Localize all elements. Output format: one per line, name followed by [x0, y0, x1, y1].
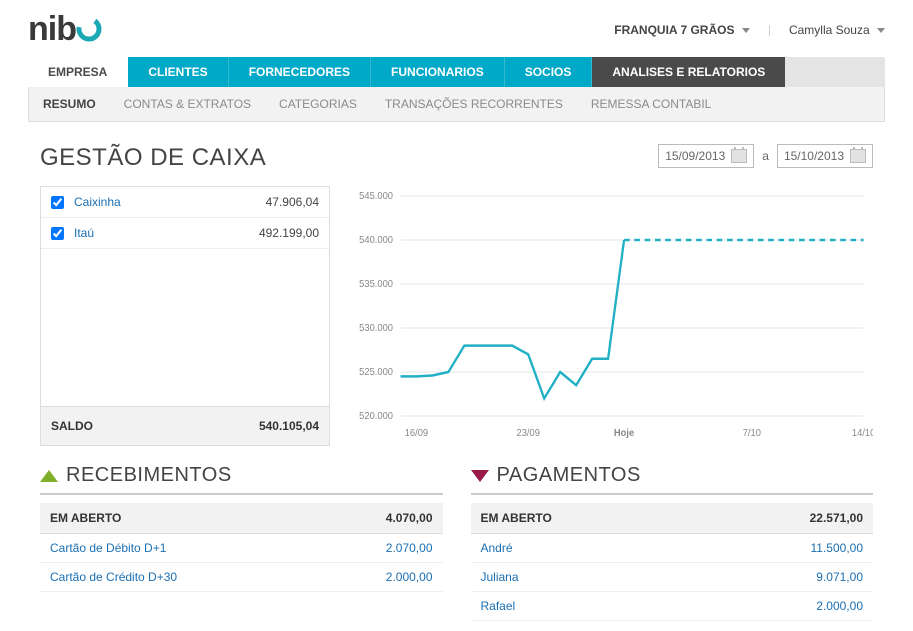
page-title: GESTÃO DE CAIXA: [40, 144, 266, 172]
row-value: 11.500,00: [694, 534, 873, 563]
brand-text: nib: [28, 10, 76, 49]
brand-logo-icon: [76, 10, 104, 49]
date-separator: a: [762, 149, 769, 163]
svg-text:545.000: 545.000: [359, 191, 393, 202]
subtab-contas-extratos[interactable]: CONTAS & EXTRATOS: [124, 97, 251, 111]
arrow-down-icon: [471, 470, 489, 482]
saldo-value: 540.105,04: [259, 419, 319, 433]
tab-empresa[interactable]: EMPRESA: [28, 57, 128, 87]
date-to-value: 15/10/2013: [784, 149, 844, 163]
subtab-remessa-contabil[interactable]: REMESSA CONTABIL: [591, 97, 711, 111]
account-checkbox[interactable]: [51, 227, 64, 240]
svg-text:540.000: 540.000: [359, 235, 393, 246]
account-row: Itaú492.199,00: [41, 218, 329, 249]
tab-fornecedores[interactable]: FORNECEDORES: [229, 57, 371, 87]
row-label[interactable]: Cartão de Crédito D+30: [40, 563, 317, 592]
org-name: FRANQUIA 7 GRÃOS: [614, 23, 734, 37]
svg-text:7/10: 7/10: [743, 428, 761, 439]
org-selector[interactable]: FRANQUIA 7 GRÃOS: [614, 23, 750, 37]
pagamentos-title: PAGAMENTOS: [497, 464, 641, 487]
date-range: 15/09/2013 a 15/10/2013: [658, 144, 873, 168]
chevron-down-icon: [877, 28, 885, 33]
subtab-transa-es-recorrentes[interactable]: TRANSAÇÕES RECORRENTES: [385, 97, 563, 111]
subtab-categorias[interactable]: CATEGORIAS: [279, 97, 357, 111]
user-name: Camylla Souza: [789, 23, 870, 37]
recebimentos-table: EM ABERTO 4.070,00 Cartão de Débito D+12…: [40, 503, 443, 592]
account-value: 492.199,00: [259, 226, 319, 240]
row-value: 2.070,00: [317, 534, 443, 563]
user-selector[interactable]: Camylla Souza: [789, 23, 885, 37]
svg-text:525.000: 525.000: [359, 367, 393, 378]
subtab-resumo[interactable]: RESUMO: [43, 97, 96, 111]
svg-text:530.000: 530.000: [359, 323, 393, 334]
tab-funcionarios[interactable]: FUNCIONARIOS: [371, 57, 505, 87]
row-value: 2.000,00: [317, 563, 443, 592]
row-label[interactable]: André: [471, 534, 694, 563]
brand-logo: nib: [28, 10, 104, 49]
svg-text:14/10: 14/10: [852, 428, 873, 439]
tab-socios[interactable]: SOCIOS: [505, 57, 593, 87]
recebimentos-open-label: EM ABERTO: [40, 503, 317, 534]
tab-analises[interactable]: ANALISES E RELATORIOS: [592, 57, 785, 87]
separator: |: [768, 23, 771, 37]
account-value: 47.906,04: [266, 195, 319, 209]
chevron-down-icon: [742, 28, 750, 33]
recebimentos-open-total: 4.070,00: [317, 503, 443, 534]
date-to-input[interactable]: 15/10/2013: [777, 144, 873, 168]
calendar-icon: [731, 149, 747, 163]
row-label[interactable]: Cartão de Débito D+1: [40, 534, 317, 563]
sub-tabs: RESUMO CONTAS & EXTRATOS CATEGORIAS TRANSAÇ…: [28, 87, 885, 122]
recebimentos-title: RECEBIMENTOS: [66, 464, 232, 487]
svg-text:16/09: 16/09: [405, 428, 428, 439]
account-row: Caixinha47.906,04: [41, 187, 329, 218]
pagamentos-open-total: 22.571,00: [694, 503, 873, 534]
row-value: 2.000,00: [694, 592, 873, 621]
table-row: Cartão de Débito D+12.070,00: [40, 534, 443, 563]
saldo-row: SALDO 540.105,04: [41, 406, 329, 445]
table-row: André11.500,00: [471, 534, 874, 563]
row-label[interactable]: Juliana: [471, 563, 694, 592]
table-row: Rafael2.000,00: [471, 592, 874, 621]
arrow-up-icon: [40, 470, 58, 482]
balance-chart: 520.000 525.000 530.000 535.000 540.000 545.0…: [348, 186, 873, 446]
account-name[interactable]: Caixinha: [74, 195, 266, 209]
svg-text:520.000: 520.000: [359, 411, 393, 422]
pagamentos-table: EM ABERTO 22.571,00 André11.500,00Julian…: [471, 503, 874, 621]
row-value: 9.071,00: [694, 563, 873, 592]
recebimentos-panel: RECEBIMENTOS EM ABERTO 4.070,00 Cartão d…: [40, 464, 443, 621]
main-tabs: EMPRESACLIENTESFORNECEDORESFUNCIONARIOSS…: [28, 57, 885, 87]
pagamentos-panel: PAGAMENTOS EM ABERTO 22.571,00 André11.5…: [471, 464, 874, 621]
account-name[interactable]: Itaú: [74, 226, 259, 240]
account-checkbox[interactable]: [51, 196, 64, 209]
svg-text:23/09: 23/09: [517, 428, 540, 439]
date-from-input[interactable]: 15/09/2013: [658, 144, 754, 168]
pagamentos-open-label: EM ABERTO: [471, 503, 694, 534]
svg-text:535.000: 535.000: [359, 279, 393, 290]
svg-text:Hoje: Hoje: [614, 428, 635, 439]
saldo-label: SALDO: [51, 419, 93, 433]
row-label[interactable]: Rafael: [471, 592, 694, 621]
date-from-value: 15/09/2013: [665, 149, 725, 163]
table-row: Cartão de Crédito D+302.000,00: [40, 563, 443, 592]
calendar-icon: [850, 149, 866, 163]
tab-clientes[interactable]: CLIENTES: [128, 57, 228, 87]
accounts-panel: Caixinha47.906,04Itaú492.199,00 SALDO 54…: [40, 186, 330, 446]
table-row: Juliana9.071,00: [471, 563, 874, 592]
